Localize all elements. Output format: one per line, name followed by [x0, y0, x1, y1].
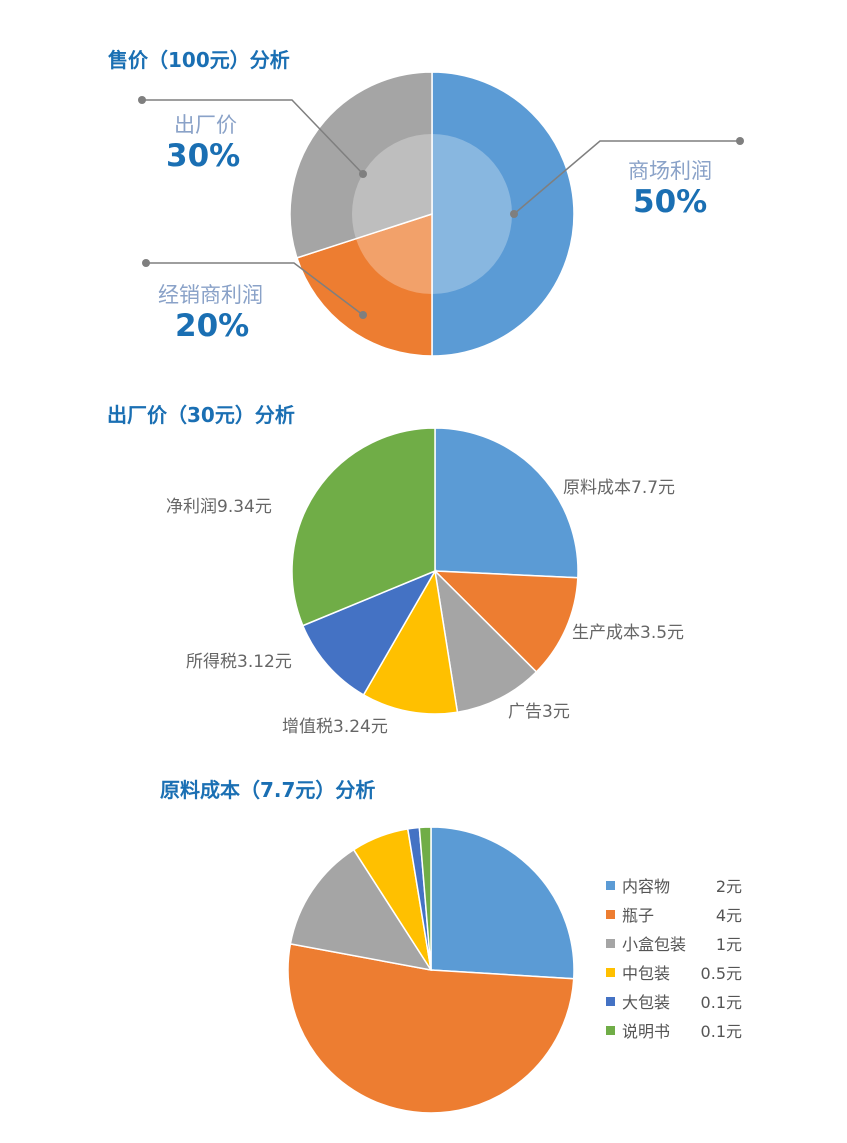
chart1-label-factory: 出厂价 — [174, 113, 237, 137]
legend-value-3: 0.5元 — [701, 964, 742, 983]
chart1-leader-mall — [513, 140, 740, 215]
chart2-label-ads: 广告3元 — [508, 702, 570, 722]
chart1-slice-0 — [431, 71, 575, 357]
legend-label-2: 小盒包装 — [622, 935, 686, 954]
chart1-slice-2 — [289, 71, 433, 259]
chart3-slice-1 — [287, 943, 575, 1114]
legend-label-0: 内容物 — [622, 877, 670, 896]
chart1-leaders — [138, 96, 744, 319]
legend-swatch-0 — [606, 881, 615, 890]
chart2-slice-1 — [433, 570, 579, 673]
chart2-title: 出厂价（30元）分析 — [107, 403, 295, 427]
chart1-leader-dealer-end-dot — [359, 311, 367, 319]
chart1-value-dealer: 20% — [175, 308, 249, 344]
chart2-slice-4 — [301, 569, 437, 696]
chart2-label-raw: 原料成本7.7元 — [563, 478, 675, 498]
legend-swatch-2 — [606, 939, 615, 948]
chart1-title: 售价（100元）分析 — [108, 48, 290, 72]
legend-swatch-4 — [606, 997, 615, 1006]
chart2-slice-3 — [362, 568, 459, 715]
legend-swatch-1 — [606, 910, 615, 919]
chart2-label-vat: 增值税3.24元 — [282, 717, 388, 737]
legend-label-3: 中包装 — [622, 964, 670, 983]
chart3-slice-2 — [289, 848, 433, 972]
legend-value-5: 0.1元 — [701, 1022, 742, 1041]
chart1-leader-dealer — [146, 262, 364, 316]
chart1-value-factory: 30% — [166, 138, 240, 174]
chart2-pie — [291, 427, 579, 715]
legend-value-4: 0.1元 — [701, 993, 742, 1012]
chart3-title: 原料成本（7.7元）分析 — [160, 778, 375, 802]
chart1-inner-ring — [352, 134, 512, 294]
legend-label-1: 瓶子 — [622, 906, 654, 925]
chart3-slice-5 — [418, 826, 432, 971]
chart1-leader-factory-end-dot — [359, 170, 367, 178]
chart-price-breakdown: 售价（100元）分析 出厂价 30% 商场利润 50% 经销商利润 20% — [108, 48, 744, 357]
chart2-slice-5 — [291, 427, 436, 627]
chart2-label-production: 生产成本3.5元 — [572, 623, 684, 643]
chart1-label-dealer: 经销商利润 — [158, 283, 263, 307]
chart2-slice-0 — [434, 427, 579, 579]
chart1-label-mall: 商场利润 — [628, 159, 712, 183]
chart3-pie — [287, 826, 575, 1114]
chart2-label-net-profit: 净利润9.34元 — [166, 497, 272, 517]
legend-value-1: 4元 — [716, 906, 742, 925]
chart2-slice-2 — [433, 568, 538, 714]
chart3-slice-0 — [430, 826, 575, 980]
chart-factory-price: 出厂价（30元）分析 原料成本7.7元 生产成本3.5元 广告3元 增值税3.2… — [107, 403, 684, 737]
chart1-slice-1 — [296, 212, 433, 357]
legend-label-4: 大包装 — [622, 993, 670, 1012]
legend-swatch-3 — [606, 968, 615, 977]
chart2-label-income-tax: 所得税3.12元 — [186, 652, 292, 672]
chart1-leader-factory-start-dot — [138, 96, 146, 104]
legend-value-0: 2元 — [716, 877, 742, 896]
chart1-leader-mall-start-dot — [736, 137, 744, 145]
legend-label-5: 说明书 — [622, 1022, 670, 1041]
legend-value-2: 1元 — [716, 935, 742, 954]
chart1-leader-factory — [142, 99, 364, 175]
chart1-leader-dealer-start-dot — [142, 259, 150, 267]
chart1-pie — [289, 71, 575, 357]
chart1-value-mall: 50% — [633, 184, 707, 220]
chart1-leader-mall-end-dot — [510, 210, 518, 218]
legend-swatch-5 — [606, 1026, 615, 1035]
